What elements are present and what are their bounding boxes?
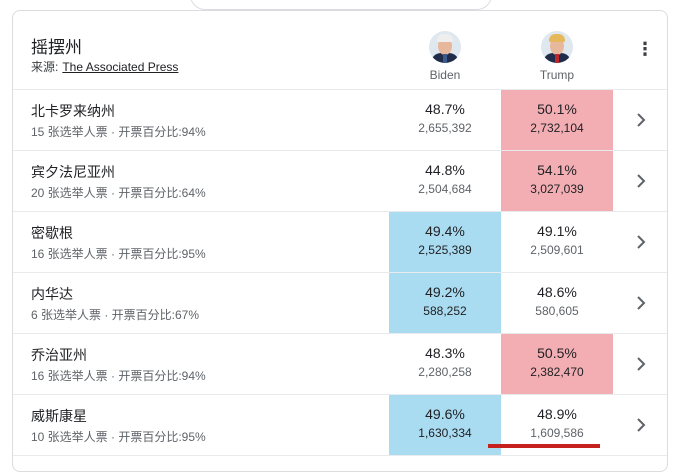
biden-percent: 49.2% [425, 284, 465, 300]
state-meta: 16 张选举人票 · 开票百分比:95% [31, 247, 206, 261]
state-meta: 6 张选举人票 · 开票百分比:67% [31, 308, 200, 322]
state-meta: 15 张选举人票 · 开票百分比:94% [31, 125, 206, 139]
biden-percent: 48.3% [425, 345, 465, 361]
trump-percent: 50.1% [537, 101, 577, 117]
biden-votes: 2,655,392 [418, 121, 472, 135]
biden-percent: 49.6% [425, 406, 465, 422]
chevron-right-icon[interactable] [633, 413, 649, 437]
state-row[interactable]: 宾夕法尼亚州 20 张选举人票 · 开票百分比:64% 44.8% 2,504,… [13, 151, 667, 212]
trump-result-cell: 48.6% 580,605 [501, 273, 613, 333]
biden-votes: 1,630,334 [418, 426, 472, 440]
biden-votes: 2,504,684 [418, 182, 472, 196]
swing-states-card: 摇摆州 来源: The Associated Press Biden Trump … [12, 10, 668, 472]
chevron-right-icon[interactable] [633, 230, 649, 254]
biden-votes: 588,252 [423, 304, 467, 318]
trump-votes: 2,382,470 [530, 365, 584, 379]
chevron-right-icon[interactable] [633, 169, 649, 193]
state-name: 威斯康星 [31, 408, 87, 424]
state-row[interactable]: 内华达 6 张选举人票 · 开票百分比:67% 49.2% 588,252 48… [13, 273, 667, 334]
card-title: 摇摆州 [31, 38, 82, 57]
search-box[interactable] [190, 0, 492, 10]
state-name: 乔治亚州 [31, 347, 87, 363]
biden-result-cell: 49.4% 2,525,389 [389, 212, 501, 272]
state-name: 宾夕法尼亚州 [31, 164, 115, 180]
state-list: 北卡罗来纳州 15 张选举人票 · 开票百分比:94% 48.7% 2,655,… [13, 90, 667, 456]
biden-percent: 44.8% [425, 162, 465, 178]
state-meta: 16 张选举人票 · 开票百分比:94% [31, 369, 206, 383]
trump-votes: 2,732,104 [530, 121, 584, 135]
chevron-right-icon[interactable] [633, 352, 649, 376]
card-header: 摇摆州 来源: The Associated Press Biden Trump … [13, 11, 667, 90]
candidate-biden: Biden [405, 31, 485, 82]
trump-results-bar [488, 444, 600, 448]
trump-result-cell: 50.5% 2,382,470 [501, 334, 613, 394]
chevron-right-icon[interactable] [633, 291, 649, 315]
trump-percent: 48.9% [537, 406, 577, 422]
biden-result-cell: 48.7% 2,655,392 [389, 90, 501, 150]
biden-percent: 49.4% [425, 223, 465, 239]
state-name: 密歇根 [31, 225, 73, 241]
trump-votes: 580,605 [535, 304, 579, 318]
trump-votes: 3,027,039 [530, 182, 584, 196]
biden-avatar-icon [429, 31, 461, 63]
trump-percent: 54.1% [537, 162, 577, 178]
trump-percent: 48.6% [537, 284, 577, 300]
trump-votes: 1,609,586 [530, 426, 584, 440]
chevron-right-icon[interactable] [633, 108, 649, 132]
more-options-icon[interactable]: ⋮ [636, 39, 654, 59]
biden-result-cell: 49.6% 1,630,334 [389, 395, 501, 455]
state-row[interactable]: 威斯康星 10 张选举人票 · 开票百分比:95% 49.6% 1,630,33… [13, 395, 667, 456]
source-label: 来源: [31, 60, 59, 74]
candidate-name-biden: Biden [429, 68, 461, 82]
state-name: 北卡罗来纳州 [31, 103, 115, 119]
source-line: 来源: The Associated Press [31, 58, 178, 75]
state-row[interactable]: 密歇根 16 张选举人票 · 开票百分比:95% 49.4% 2,525,389… [13, 212, 667, 273]
biden-result-cell: 49.2% 588,252 [389, 273, 501, 333]
trump-result-cell: 48.9% 1,609,586 [501, 395, 613, 455]
trump-result-cell: 49.1% 2,509,601 [501, 212, 613, 272]
state-row[interactable]: 北卡罗来纳州 15 张选举人票 · 开票百分比:94% 48.7% 2,655,… [13, 90, 667, 151]
source-link[interactable]: The Associated Press [62, 60, 179, 74]
state-meta: 20 张选举人票 · 开票百分比:64% [31, 186, 206, 200]
candidate-name-trump: Trump [539, 68, 575, 82]
biden-result-cell: 48.3% 2,280,258 [389, 334, 501, 394]
biden-result-cell: 44.8% 2,504,684 [389, 151, 501, 211]
trump-votes: 2,509,601 [530, 243, 584, 257]
biden-votes: 2,525,389 [418, 243, 472, 257]
trump-result-cell: 50.1% 2,732,104 [501, 90, 613, 150]
trump-result-cell: 54.1% 3,027,039 [501, 151, 613, 211]
trump-percent: 49.1% [537, 223, 577, 239]
trump-avatar-icon [541, 31, 573, 63]
biden-votes: 2,280,258 [418, 365, 472, 379]
state-meta: 10 张选举人票 · 开票百分比:95% [31, 430, 206, 444]
state-row[interactable]: 乔治亚州 16 张选举人票 · 开票百分比:94% 48.3% 2,280,25… [13, 334, 667, 395]
state-name: 内华达 [31, 286, 73, 302]
candidate-trump: Trump [517, 31, 597, 82]
trump-percent: 50.5% [537, 345, 577, 361]
biden-percent: 48.7% [425, 101, 465, 117]
